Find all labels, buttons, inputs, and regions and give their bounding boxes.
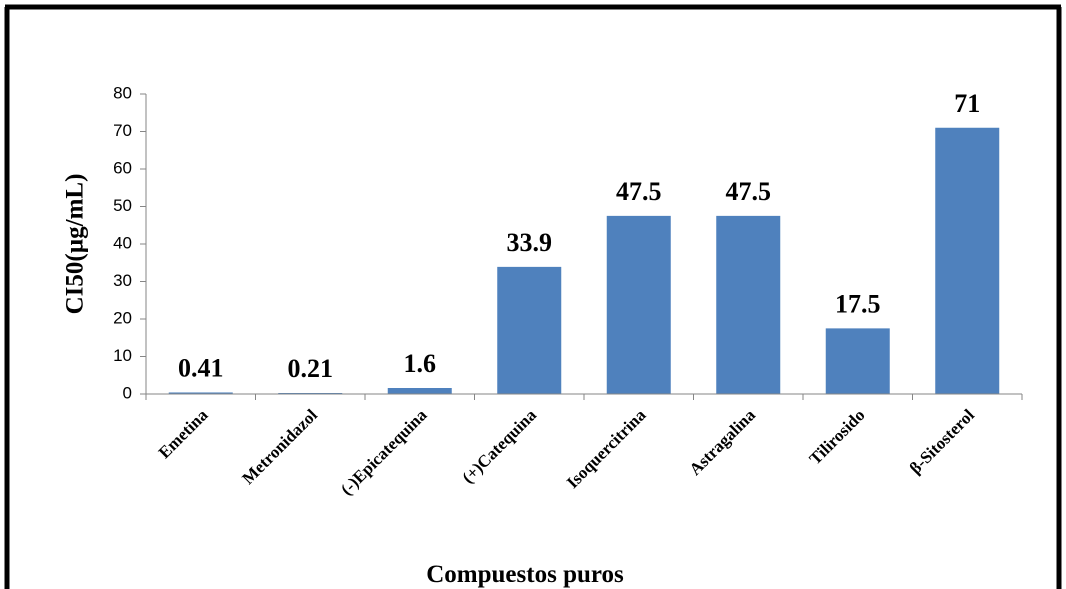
category-label: (+)Catequina	[458, 405, 540, 487]
category-label: Tilirosido	[805, 405, 868, 468]
bar	[387, 388, 452, 394]
bars-group	[168, 127, 1000, 394]
y-tick-label: 30	[113, 271, 132, 290]
data-label: 0.41	[178, 353, 224, 382]
category-label: Metronidazol	[238, 405, 321, 488]
category-label: (-)Epicatequina	[337, 405, 431, 499]
data-label: 33.9	[507, 228, 553, 257]
category-label: Emetina	[155, 405, 212, 462]
y-tick-label: 10	[113, 346, 132, 365]
y-tick-label: 70	[113, 121, 132, 140]
x-axis: Emetina Metronidazol (-)Epicatequina (+)Cat…	[145, 393, 1023, 499]
category-label: Astragalina	[686, 405, 760, 479]
bar	[716, 215, 781, 394]
category-label: Isoquercitrina	[563, 405, 650, 492]
data-labels-group: 0.41 0.21 1.6 33.9 47.5 47.5 17.5 71	[178, 89, 980, 383]
y-tick-label: 0	[123, 383, 132, 402]
data-label: 47.5	[616, 177, 662, 206]
data-label: 17.5	[835, 289, 881, 318]
bar	[497, 266, 562, 394]
bar	[935, 127, 1000, 394]
data-label: 1.6	[404, 349, 437, 378]
y-tick-label: 20	[113, 308, 132, 327]
y-tick-label: 60	[113, 158, 132, 177]
data-label: 0.21	[288, 354, 334, 383]
x-axis-title: Compuestos puros	[426, 561, 624, 588]
y-tick-label: 40	[113, 233, 132, 252]
bar	[825, 328, 890, 394]
y-axis: 0 10 20 30 40 50 60 70 80	[113, 83, 147, 402]
y-axis-title: CI50(µg/mL)	[62, 174, 89, 315]
y-tick-label: 80	[113, 83, 132, 102]
data-label: 47.5	[726, 177, 772, 206]
bar	[168, 392, 233, 394]
y-tick-label: 50	[113, 196, 132, 215]
bar	[606, 215, 671, 394]
category-label: β-Sitosterol	[906, 405, 978, 477]
data-label: 71	[954, 89, 980, 118]
